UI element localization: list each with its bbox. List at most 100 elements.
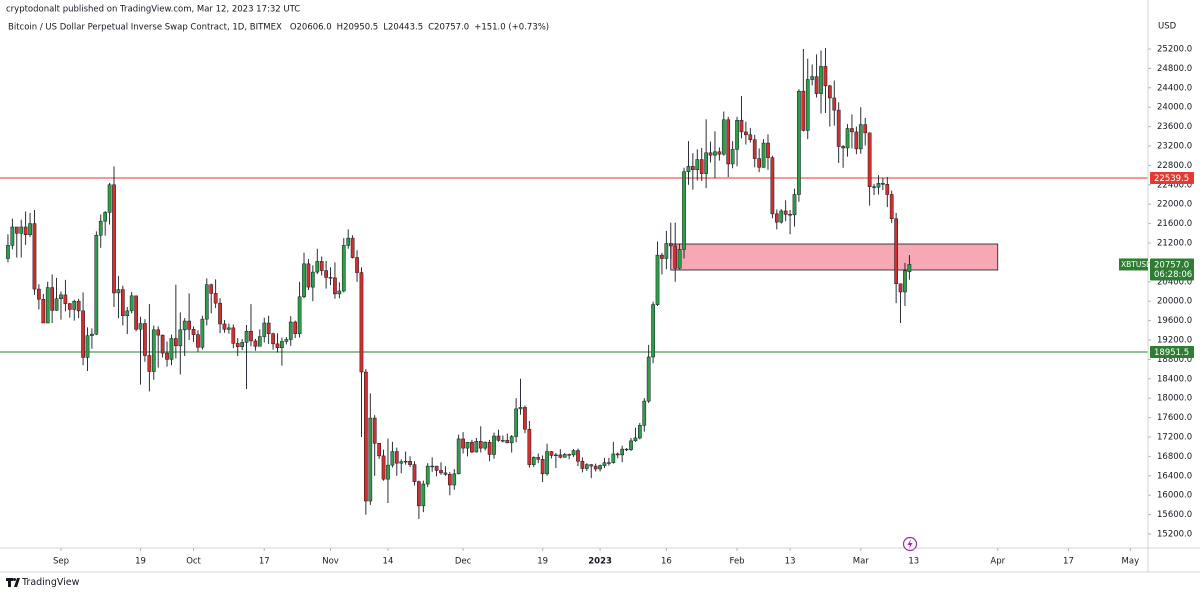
plot-area	[0, 48, 1148, 519]
y-axis-label: USD	[1158, 22, 1177, 32]
candle-body	[333, 277, 337, 295]
candle-body	[858, 124, 863, 150]
candle-body	[872, 186, 876, 188]
candle-body	[673, 245, 678, 269]
candle-body	[584, 464, 589, 469]
candle-body	[187, 320, 191, 330]
candle-body	[213, 293, 218, 304]
candle-body	[483, 442, 488, 449]
candle-body	[664, 243, 669, 259]
candle-body	[624, 448, 629, 451]
candle-body	[633, 437, 638, 442]
y-tick-label: 21600.0	[1157, 219, 1192, 229]
candle-body	[810, 76, 815, 80]
candle-body	[602, 462, 607, 466]
candle-body	[783, 210, 788, 215]
candle-body	[390, 451, 395, 466]
candle-body	[637, 425, 642, 439]
candle-body	[174, 338, 178, 347]
candle-body	[836, 109, 841, 147]
candle-body	[470, 442, 474, 453]
candle-body	[341, 245, 346, 292]
candle-body	[487, 442, 492, 455]
candle-body	[6, 245, 10, 259]
candle-body	[801, 90, 806, 131]
candle-body	[620, 448, 625, 456]
events-icon	[902, 536, 918, 552]
candle-body	[275, 343, 280, 348]
candle-body	[598, 465, 602, 470]
candle-body	[178, 329, 183, 347]
candle-body	[76, 300, 81, 312]
candle-body	[372, 417, 377, 444]
candle-body	[249, 331, 253, 342]
y-tick-label: 17200.0	[1157, 432, 1192, 442]
candle-body	[611, 453, 616, 463]
candle-body	[792, 194, 797, 216]
candle-body	[907, 264, 912, 273]
y-tick-label: 16800.0	[1157, 452, 1192, 462]
x-tick-label: 16	[661, 557, 672, 567]
candle-body	[536, 457, 541, 460]
last-price-tag	[1150, 258, 1194, 281]
x-tick-label: Apr	[990, 557, 1005, 567]
x-tick-label: 19	[135, 557, 146, 567]
candle-body	[885, 184, 890, 195]
candle-body	[615, 453, 620, 456]
last-price-label: 20757.0	[1154, 260, 1189, 270]
candle-body	[67, 303, 72, 310]
candle-body	[686, 166, 691, 172]
candle-body	[819, 66, 823, 94]
candle-body	[505, 440, 510, 444]
candle-body	[297, 296, 302, 334]
candle-body	[655, 254, 660, 305]
y-tick-label: 20400.0	[1157, 277, 1192, 287]
candle-body	[377, 443, 381, 457]
candle-body	[306, 263, 311, 288]
candle-body	[788, 214, 792, 216]
x-tick-label: Dec	[455, 557, 472, 567]
candle-body	[518, 407, 523, 410]
candle-body	[527, 428, 532, 465]
legend-value: H20950.5	[337, 23, 379, 33]
y-tick-label: 23600.0	[1157, 122, 1192, 132]
candle-body	[770, 157, 775, 215]
candle-body	[346, 237, 351, 246]
candle-body	[850, 128, 854, 133]
candle-body	[881, 183, 885, 185]
candle-body	[540, 459, 545, 475]
level-price-tag	[1150, 172, 1194, 185]
y-tick-label: 15200.0	[1157, 529, 1192, 539]
y-tick-label: 21200.0	[1157, 238, 1192, 248]
y-tick-label: 20000.0	[1157, 297, 1192, 307]
candle-body	[876, 183, 881, 188]
candle-body	[425, 465, 430, 485]
candle-body	[629, 440, 633, 450]
candle-body	[558, 454, 563, 458]
candle-body	[196, 334, 200, 348]
candle-body	[63, 294, 68, 304]
y-tick-label: 17600.0	[1157, 413, 1192, 423]
x-tick-label: Sep	[53, 557, 69, 567]
candle-body	[593, 465, 598, 470]
candle-body	[399, 461, 404, 464]
candle-body	[324, 270, 328, 278]
candle-body	[125, 310, 130, 316]
candle-body	[757, 158, 761, 168]
candle-body	[386, 464, 390, 480]
candle-body	[266, 322, 271, 334]
candle-body	[14, 226, 19, 234]
candle-body	[134, 295, 138, 330]
candle-body	[160, 334, 165, 354]
candle-body	[434, 465, 439, 471]
x-tick-label: 17	[259, 557, 270, 567]
y-tick-label: 19200.0	[1157, 335, 1192, 345]
candle-body	[474, 441, 479, 453]
candle-body	[452, 473, 457, 486]
candle-body	[730, 149, 735, 165]
candle-body	[501, 440, 505, 442]
candle-body	[302, 263, 306, 298]
candle-body	[41, 298, 46, 324]
y-tick-label: 22000.0	[1157, 200, 1192, 210]
